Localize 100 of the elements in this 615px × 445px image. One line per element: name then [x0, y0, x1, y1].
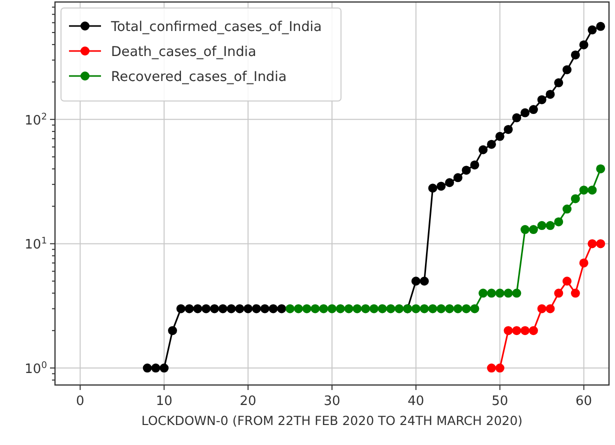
point [420, 276, 429, 286]
point [411, 304, 420, 314]
point [495, 364, 504, 373]
point [294, 304, 303, 314]
point [562, 204, 572, 214]
point [344, 304, 354, 314]
point [528, 225, 538, 234]
point [596, 239, 606, 248]
point [226, 304, 236, 314]
point [286, 304, 295, 314]
point [184, 304, 194, 314]
y-tick-label: 10$^{2}$ [24, 112, 47, 128]
point [277, 304, 286, 314]
x-tick-label: 0 [76, 394, 84, 409]
point [520, 108, 530, 118]
point [260, 304, 270, 314]
legend-label: Death_cases_of_India [111, 44, 256, 60]
point [504, 326, 513, 336]
point [386, 304, 396, 314]
point [537, 221, 546, 230]
point [528, 326, 538, 336]
point [478, 288, 488, 298]
point [210, 304, 219, 314]
point [554, 288, 564, 298]
point [462, 166, 471, 175]
point [562, 276, 572, 286]
point [588, 186, 597, 195]
point [562, 65, 572, 74]
point [504, 124, 513, 134]
point [268, 304, 278, 314]
point [579, 258, 588, 268]
point [546, 221, 555, 230]
point [202, 304, 211, 314]
point [546, 90, 555, 99]
point [504, 288, 513, 298]
point [369, 304, 378, 314]
point [361, 304, 370, 314]
x-axis-title: LOCKDOWN-0 (FROM 22TH FEB 2020 TO 24TH MARCH 2020) [141, 413, 523, 428]
point [486, 140, 496, 149]
point [168, 326, 178, 336]
point [546, 304, 555, 314]
point [244, 304, 253, 314]
point [218, 304, 228, 314]
x-tick-label: 20 [240, 394, 256, 409]
point [420, 304, 429, 314]
x-tick-label: 50 [492, 394, 508, 409]
point [554, 217, 564, 226]
point [462, 304, 471, 314]
point [570, 194, 580, 204]
point [486, 364, 496, 373]
point [378, 304, 387, 314]
point [302, 304, 312, 314]
point [176, 304, 186, 314]
point [554, 78, 564, 88]
point [142, 364, 152, 373]
legend-label: Total_confirmed_cases_of_India [110, 19, 322, 35]
point [588, 239, 597, 248]
point [336, 304, 345, 314]
legend-label: Recovered_cases_of_India [111, 69, 287, 85]
point [394, 304, 404, 314]
point [520, 326, 530, 336]
point [512, 326, 522, 336]
point [520, 225, 530, 234]
point [436, 304, 446, 314]
point [537, 304, 546, 314]
point [478, 145, 488, 154]
point [319, 304, 328, 314]
point [537, 95, 546, 104]
point [160, 364, 169, 373]
point [528, 105, 538, 114]
point [596, 164, 606, 174]
point [570, 50, 580, 60]
x-tick-label: 60 [576, 394, 592, 409]
x-tick-label: 10 [156, 394, 172, 409]
point [596, 22, 606, 31]
point [235, 304, 244, 314]
point [470, 304, 480, 314]
point [570, 288, 580, 298]
point [310, 304, 320, 314]
y-tick-label: 10$^{0}$ [24, 361, 48, 378]
point [352, 304, 362, 314]
point [495, 288, 504, 298]
point [428, 184, 438, 193]
point [486, 288, 496, 298]
point [411, 276, 420, 286]
point [453, 304, 462, 314]
point [453, 173, 462, 182]
x-tick-label: 30 [324, 394, 340, 409]
y-tick-label: 10$^{1}$ [24, 236, 47, 253]
point [512, 113, 522, 122]
x-tick-label: 40 [408, 394, 424, 409]
point [193, 304, 202, 314]
point [328, 304, 336, 314]
point [252, 304, 261, 314]
point [579, 186, 588, 195]
point [151, 364, 160, 373]
point [428, 304, 438, 314]
point [470, 160, 480, 170]
point [512, 288, 522, 298]
point [445, 178, 454, 188]
